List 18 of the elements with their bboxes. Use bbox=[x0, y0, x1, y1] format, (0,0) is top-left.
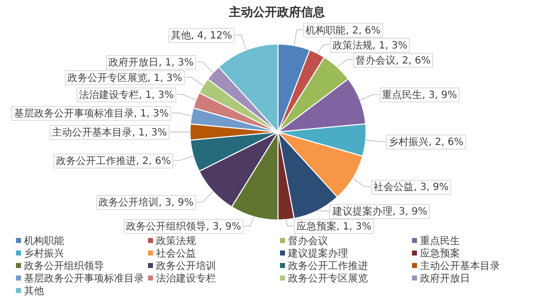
legend-label: 建议提案办理 bbox=[287, 248, 348, 260]
legend-label: 督办会议 bbox=[288, 235, 328, 247]
legend-label: 应急预案 bbox=[420, 248, 460, 260]
legend-label: 法治建设专栏 bbox=[156, 272, 216, 284]
legend-label: 乡村振兴 bbox=[24, 248, 64, 260]
legend-label: 其他 bbox=[24, 285, 44, 297]
legend-label: 政务公开组织领导 bbox=[24, 260, 104, 272]
legend-label: 政府开放日 bbox=[420, 272, 470, 284]
legend-label: 政务公开专区展览 bbox=[288, 272, 368, 284]
chart-title: 主动公开政府信息 bbox=[228, 5, 326, 19]
legend-label: 政策法规 bbox=[156, 235, 196, 247]
legend-label: 政务公开培训 bbox=[156, 260, 216, 272]
legend-label: 重点民生 bbox=[420, 235, 460, 247]
legend-label: 基层政务公开事项标准目录 bbox=[24, 272, 144, 284]
legend-label: 社会公益 bbox=[156, 248, 196, 260]
legend-label: 政务公开工作推进 bbox=[288, 260, 368, 272]
legend-label: 机构职能 bbox=[24, 235, 64, 247]
legend-label: 主动公开基本目录 bbox=[420, 260, 500, 272]
